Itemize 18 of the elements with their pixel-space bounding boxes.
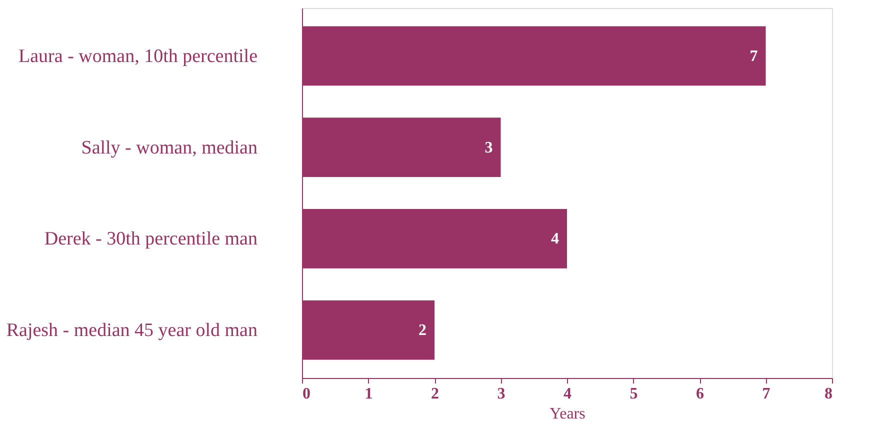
data-label: 4: [551, 230, 559, 248]
data-label: 2: [418, 322, 426, 340]
x-tick-label: 3: [497, 386, 506, 402]
x-axis-title: Years: [550, 406, 586, 422]
x-tick-label: 6: [696, 386, 704, 402]
y-tick-label: Rajesh - median 45 year old man: [6, 320, 258, 342]
y-tick-label: Derek - 30th percentile man: [44, 228, 258, 250]
x-tick-label: 0: [302, 386, 310, 402]
x-tick-label: 4: [564, 386, 572, 402]
x-tick-label: 7: [762, 386, 770, 402]
data-label: 7: [750, 48, 758, 65]
x-tick-label: 1: [364, 386, 373, 402]
x-tick-label: 8: [824, 386, 832, 402]
data-label: 3: [484, 139, 493, 156]
x-tick-label: 2: [431, 386, 439, 402]
y-tick-label: Sally - woman, median: [81, 137, 258, 158]
x-tick-label: 5: [630, 386, 638, 402]
y-tick-label: Laura - woman, 10th percentile: [18, 46, 258, 67]
